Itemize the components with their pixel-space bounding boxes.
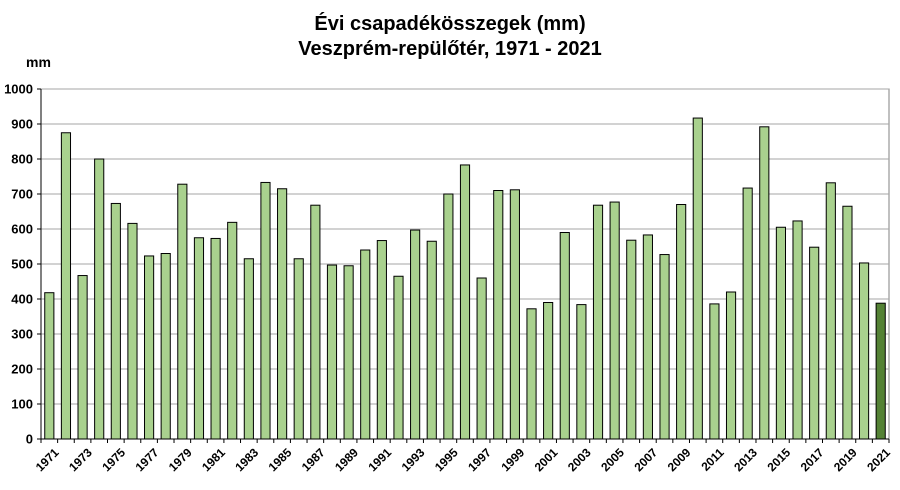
bar-2016	[792, 220, 803, 440]
y-tick-label: 300	[11, 327, 33, 342]
bar-1994	[426, 240, 437, 440]
y-tick-label: 600	[11, 222, 33, 237]
bar-2000	[526, 308, 537, 440]
y-tick-label: 900	[11, 117, 33, 132]
bar-2019	[842, 205, 853, 440]
bar-1987	[310, 204, 321, 440]
bar-2014	[759, 126, 770, 440]
bar-1990	[360, 249, 371, 440]
bar-2020	[858, 262, 870, 440]
y-tick-label: 800	[11, 152, 33, 167]
x-tick-label: 1999	[498, 445, 527, 474]
bar-1983	[243, 258, 254, 440]
bar-1998	[493, 190, 504, 440]
bar-1996	[459, 164, 471, 440]
bar-1984	[260, 181, 271, 440]
bar-1981	[210, 237, 221, 440]
y-tick-label: 200	[11, 362, 33, 377]
x-tick-labels: 1971 1973 1975 1977 1979 1981 1983 1985 1987 1989…	[33, 445, 893, 474]
x-tick-label: 1979	[166, 445, 195, 474]
bar-1973	[77, 275, 88, 440]
x-tick-label: 2013	[731, 445, 760, 474]
bar-2010	[692, 117, 703, 440]
y-tick-label: 1000	[4, 82, 33, 97]
x-tick-label: 1971	[33, 445, 62, 474]
x-tick-label: 1987	[299, 445, 328, 474]
bar-2017	[809, 246, 820, 440]
bar-1995	[443, 193, 454, 440]
bar-1976	[127, 222, 138, 440]
bar-2005	[609, 201, 620, 440]
bar-2021	[875, 302, 886, 440]
bar-1971	[44, 292, 55, 440]
y-tick-label: 500	[11, 257, 33, 272]
x-tick-label: 2003	[565, 445, 594, 474]
y-tick-labels: 0 100 200 300 400 500 600 700 800 900 1000	[4, 82, 41, 447]
bar-1988	[326, 264, 338, 440]
bar-2008	[659, 254, 670, 440]
x-tick-label: 1993	[399, 445, 428, 474]
x-tick-label: 2007	[631, 445, 660, 474]
bar-1991	[376, 240, 387, 440]
x-tick-label: 1985	[266, 445, 295, 474]
bar-1993	[410, 229, 421, 440]
bar-1997	[476, 277, 487, 440]
bar-1989	[343, 265, 354, 440]
y-tick-label: 0	[26, 432, 33, 447]
y-tick-label: 100	[11, 397, 33, 412]
bar-2004	[592, 204, 604, 440]
x-tick-label: 1995	[432, 445, 461, 474]
x-tick-label: 1975	[99, 445, 128, 474]
bar-2015	[775, 226, 786, 440]
x-tick-label: 2015	[764, 445, 793, 474]
chart-subtitle: Veszprém-repülőtér, 1971 - 2021	[298, 38, 602, 60]
bar-1982	[227, 221, 238, 440]
x-tick-label: 1991	[365, 445, 394, 474]
x-tick-label: 2017	[798, 445, 827, 474]
x-tick-label: 2021	[864, 445, 893, 474]
bar-1978	[160, 253, 171, 440]
bar-1974	[94, 158, 105, 440]
y-axis-unit-label: mm	[26, 54, 51, 70]
y-tick-label: 400	[11, 292, 33, 307]
bar-1980	[193, 237, 205, 440]
x-tick-label: 1973	[66, 445, 95, 474]
bar-2007	[642, 234, 653, 440]
bar-2003	[576, 304, 587, 440]
x-tick-label: 2019	[831, 445, 860, 474]
bar-2001	[543, 302, 554, 440]
bar-2018	[825, 182, 836, 440]
x-tick-label: 2009	[665, 445, 694, 474]
bar-1972	[60, 132, 72, 440]
y-tick-label: 700	[11, 187, 33, 202]
bar-2009	[676, 204, 687, 440]
bar-2013	[742, 187, 753, 440]
axes	[40, 89, 890, 443]
bar-1977	[144, 255, 155, 440]
bar-1975	[110, 202, 121, 440]
bar-2012	[725, 291, 737, 440]
x-tick-label: 1989	[332, 445, 361, 474]
x-tick-label: 1983	[232, 445, 261, 474]
bar-1985	[277, 188, 288, 440]
chart-title: Évi csapadékösszegek (mm)	[314, 13, 586, 35]
bar-1992	[393, 275, 404, 440]
x-tick-label: 2001	[532, 445, 561, 474]
bars	[44, 117, 886, 440]
bar-1986	[293, 258, 304, 440]
bar-1999	[509, 189, 520, 440]
bar-2002	[559, 232, 570, 440]
bar-2011	[709, 303, 720, 440]
bar-2006	[626, 239, 637, 440]
x-tick-label: 2005	[598, 445, 627, 474]
bar-1979	[177, 183, 188, 440]
x-tick-label: 1997	[465, 445, 494, 474]
x-tick-label: 2011	[698, 445, 727, 474]
x-tick-label: 1977	[133, 445, 162, 474]
x-tick-label: 1981	[199, 445, 228, 474]
